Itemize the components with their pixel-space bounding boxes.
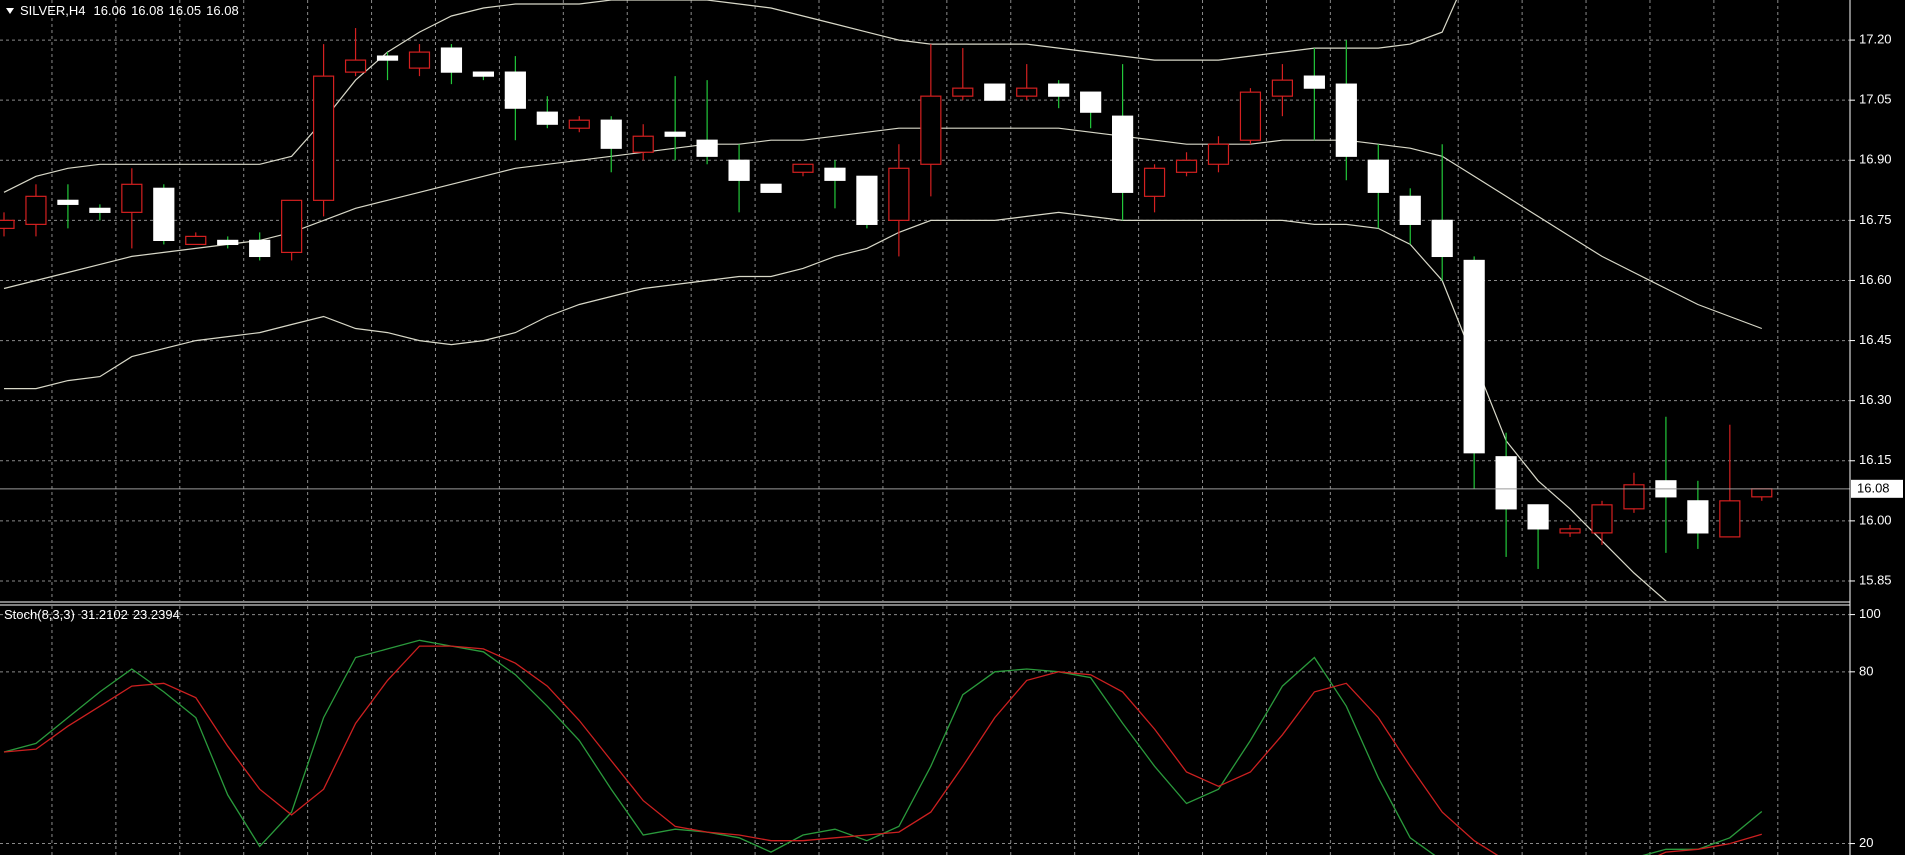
y-tick-label: 100 (1859, 606, 1881, 621)
candle-body (568, 119, 590, 129)
y-tick-label: 17.20 (1859, 32, 1892, 47)
chart-header: SILVER,H4 16.06 16.08 16.05 16.08 (20, 3, 239, 18)
last-d: 23.2394 (133, 607, 180, 622)
candle-body (984, 83, 1006, 101)
y-tick-label: 16.30 (1859, 392, 1892, 407)
last-close: 16.08 (206, 3, 239, 18)
candle-body (1591, 504, 1613, 534)
price-label-box (1851, 479, 1903, 498)
y-tick-label: 16.15 (1859, 452, 1892, 467)
y-tick-label: 16.00 (1859, 512, 1892, 527)
y-tick-label: 15.85 (1859, 572, 1892, 587)
candle-body (281, 199, 303, 254)
candle-body (1751, 488, 1773, 498)
y-tick-label: 16.90 (1859, 152, 1892, 167)
candle-body (313, 75, 335, 201)
y-tick-label: 16.60 (1859, 272, 1892, 287)
last-low: 16.05 (169, 3, 202, 18)
y-tick-label: 80 (1859, 663, 1873, 678)
y-tick-label: 16.45 (1859, 332, 1892, 347)
candle-body (1111, 115, 1134, 193)
candle-body (760, 183, 782, 193)
candle-body (1623, 484, 1645, 510)
candle-body (1175, 159, 1198, 173)
last-high: 16.08 (131, 3, 164, 18)
candle-body (249, 239, 271, 258)
candle-body (1527, 504, 1549, 530)
candle-body (121, 183, 143, 213)
candle-body (1143, 167, 1166, 197)
candle-body (89, 207, 111, 213)
candle-body (824, 167, 846, 181)
plot-area (0, 0, 1773, 601)
candle-body (408, 51, 431, 69)
candle-body (1080, 91, 1102, 113)
candle-body (536, 111, 558, 125)
candle-body (217, 239, 239, 246)
indicator-header: Stoch(8,3,3) 31.2102 23.2394 (4, 607, 180, 622)
candle-body (1687, 500, 1709, 534)
candle-body (696, 139, 718, 157)
candle-body (1207, 143, 1230, 165)
candle-body (888, 167, 910, 221)
candle-body (856, 175, 878, 225)
candle-body (792, 163, 814, 173)
candle-body (632, 135, 654, 153)
candle-body (25, 195, 47, 225)
candle-body (0, 219, 15, 229)
band-line (3, 0, 1458, 193)
candle-body (57, 199, 79, 205)
candle-body (472, 71, 494, 77)
menu-arrow[interactable] (6, 8, 14, 14)
last-k: 31.2102 (81, 607, 128, 622)
candle-body (1719, 500, 1741, 538)
last-open: 16.06 (94, 3, 127, 18)
candle-body (600, 119, 622, 149)
candle-body (504, 71, 526, 109)
candle-body (1335, 83, 1357, 157)
candle-body (664, 131, 686, 137)
price-label: 16.08 (1857, 480, 1890, 495)
candle-body (1303, 75, 1325, 89)
symbol: SILVER,H4 (20, 3, 86, 18)
candle-body (1431, 219, 1453, 258)
candle-body (344, 59, 367, 73)
indicator-line (3, 645, 1762, 855)
y-tick-label: 16.75 (1859, 212, 1892, 227)
candle-body (185, 235, 207, 246)
candle-body (376, 55, 399, 61)
candle-body (1463, 259, 1485, 454)
candle-body (1016, 87, 1038, 97)
indicator-name: Stoch(8,3,3) (4, 607, 75, 622)
candle-body (1048, 83, 1070, 97)
candle-body (153, 187, 175, 242)
candle-body (440, 47, 463, 73)
candle-body (1559, 528, 1581, 534)
candle-body (920, 95, 942, 165)
y-tick-label: 20 (1859, 835, 1873, 850)
candle-body (1239, 91, 1262, 141)
candle-body (1271, 79, 1294, 97)
candle-body (952, 87, 974, 97)
y-tick-label: 17.05 (1859, 92, 1892, 107)
candle-body (1399, 195, 1421, 225)
plot-area (3, 639, 1763, 855)
candle-body (1367, 159, 1389, 193)
candle-body (728, 159, 750, 181)
candle-body (1495, 456, 1517, 510)
